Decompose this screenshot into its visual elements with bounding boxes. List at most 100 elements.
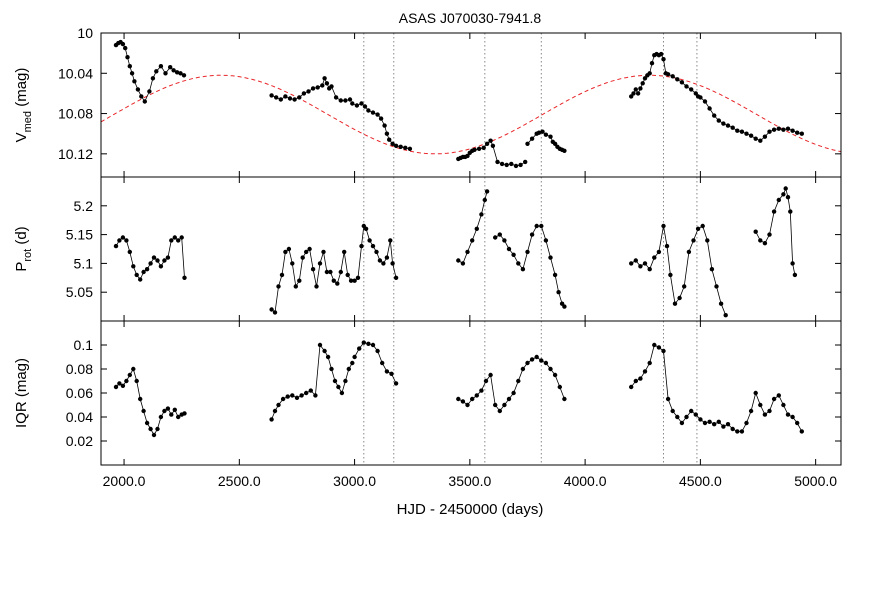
data-point: [647, 360, 652, 366]
data-point: [781, 402, 786, 408]
data-point: [633, 258, 638, 263]
data-point: [511, 252, 516, 257]
data-point: [350, 101, 355, 106]
data-point: [388, 238, 393, 243]
data-segment-6: [629, 223, 728, 318]
data-point: [307, 246, 312, 252]
x-tick-label: 3500.0: [448, 473, 491, 489]
data-point: [735, 429, 740, 434]
data-point: [125, 55, 130, 60]
data-line: [354, 342, 397, 384]
y-tick-label: 5.05: [66, 284, 93, 300]
data-point: [171, 68, 176, 73]
data-point: [781, 192, 786, 197]
data-point: [725, 123, 731, 128]
data-point: [472, 147, 477, 152]
data-point: [321, 249, 326, 255]
chart-title: ASAS J070030-7941.8: [399, 10, 542, 26]
data-point: [656, 345, 662, 350]
data-segment-7: [753, 186, 798, 278]
data-point: [744, 420, 749, 426]
y-tick-label: 0.08: [66, 361, 93, 377]
data-segment-3: [352, 340, 399, 386]
data-point: [762, 134, 768, 139]
data-point: [488, 138, 493, 143]
data-point: [182, 275, 187, 280]
data-point: [317, 261, 323, 266]
data-point: [474, 226, 479, 231]
data-point: [721, 121, 726, 126]
data-point: [792, 272, 798, 278]
data-point: [181, 73, 187, 78]
data-point: [283, 249, 288, 255]
data-point: [543, 238, 549, 243]
data-point: [497, 408, 502, 414]
data-point: [293, 284, 298, 289]
data-point: [304, 249, 309, 255]
data-point: [155, 258, 160, 263]
data-point: [497, 232, 502, 237]
data-point: [539, 223, 544, 229]
data-segment-4: [456, 354, 567, 414]
data-point: [562, 148, 567, 153]
data-point: [310, 86, 316, 91]
data-point: [552, 372, 558, 378]
data-point: [790, 261, 795, 266]
data-point: [776, 126, 781, 131]
data-point: [374, 249, 379, 255]
data-point: [767, 129, 772, 134]
data-point: [465, 153, 470, 159]
data-point: [633, 378, 638, 384]
data-line: [755, 187, 796, 275]
data-point: [670, 74, 675, 79]
y-tick-label: 10: [77, 25, 93, 41]
data-segment-7: [695, 94, 804, 143]
data-point: [347, 97, 353, 102]
data-point: [776, 393, 781, 398]
data-point: [366, 341, 371, 346]
data-point: [131, 264, 136, 269]
data-point: [131, 366, 136, 372]
data-point: [276, 284, 281, 289]
data-point: [393, 275, 399, 280]
data-point: [493, 402, 498, 408]
data-point: [331, 278, 336, 283]
data-line: [271, 248, 352, 314]
data-line: [352, 103, 410, 150]
data-point: [380, 360, 385, 366]
data-point: [269, 307, 274, 312]
data-point: [276, 402, 281, 408]
data-point: [502, 402, 507, 408]
data-point: [707, 419, 712, 424]
data-point: [540, 129, 545, 134]
data-point: [659, 51, 664, 57]
y-axis-title-2: Prot (d): [13, 226, 34, 271]
data-point: [799, 429, 804, 434]
data-point: [393, 143, 399, 148]
y-tick-label: 5.2: [74, 198, 94, 214]
data-point: [155, 426, 160, 432]
data-point: [375, 112, 380, 117]
data-point: [712, 113, 717, 118]
data-point: [682, 284, 687, 289]
panel-2: 5.05 5.1 5.15 5.2 Prot (d): [13, 176, 842, 322]
data-point: [656, 249, 662, 255]
data-point: [712, 422, 717, 427]
data-point: [346, 366, 351, 372]
data-point: [135, 87, 141, 92]
data-point: [134, 272, 139, 278]
data-point: [138, 396, 143, 402]
data-point: [790, 128, 795, 133]
data-point: [677, 295, 682, 301]
data-point: [338, 269, 343, 275]
data-point: [679, 420, 685, 426]
data-point: [640, 81, 645, 86]
data-point: [716, 419, 721, 424]
data-point: [297, 278, 302, 283]
y-tick-label: 0.04: [66, 409, 93, 425]
data-point: [158, 63, 164, 69]
data-point: [714, 284, 719, 289]
data-point: [702, 420, 708, 426]
data-point: [162, 408, 167, 414]
